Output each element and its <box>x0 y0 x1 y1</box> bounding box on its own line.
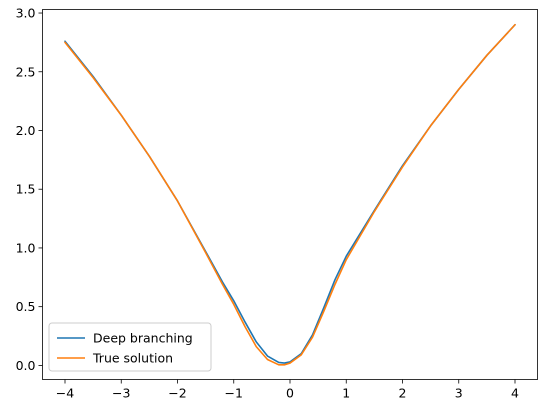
x-tick-label: −3 <box>112 386 130 401</box>
legend: Deep branching True solution <box>48 322 212 372</box>
y-tick-label: 2.0 <box>16 123 36 138</box>
series-lines <box>64 23 516 366</box>
y-tick-label: 0.0 <box>16 358 36 373</box>
legend-label-true-solution: True solution <box>92 351 173 366</box>
x-tick-label: −1 <box>225 386 243 401</box>
y-tick-label: 1.0 <box>16 240 36 255</box>
x-tick-label: −2 <box>168 386 186 401</box>
x-tick-label: 3 <box>455 386 463 401</box>
legend-box <box>48 322 212 372</box>
x-tick-label: 4 <box>511 386 519 401</box>
y-tick-label: 0.5 <box>16 299 36 314</box>
x-tick-label: 1 <box>342 386 350 401</box>
x-axis: −4 −3 −2 −1 0 1 2 3 4 <box>56 379 519 401</box>
x-tick-label: 0 <box>286 386 294 401</box>
y-tick-label: 1.5 <box>16 182 36 197</box>
series-line-true-solution <box>64 23 516 366</box>
legend-label-deep-branching: Deep branching <box>93 331 193 346</box>
y-axis: 0.0 0.5 1.0 1.5 2.0 2.5 3.0 <box>16 6 43 373</box>
x-tick-label: 2 <box>399 386 407 401</box>
x-tick-label: −4 <box>56 386 74 401</box>
y-tick-label: 2.5 <box>16 64 36 79</box>
series-line-deep-branching <box>64 23 516 364</box>
y-tick-label: 3.0 <box>16 6 36 21</box>
